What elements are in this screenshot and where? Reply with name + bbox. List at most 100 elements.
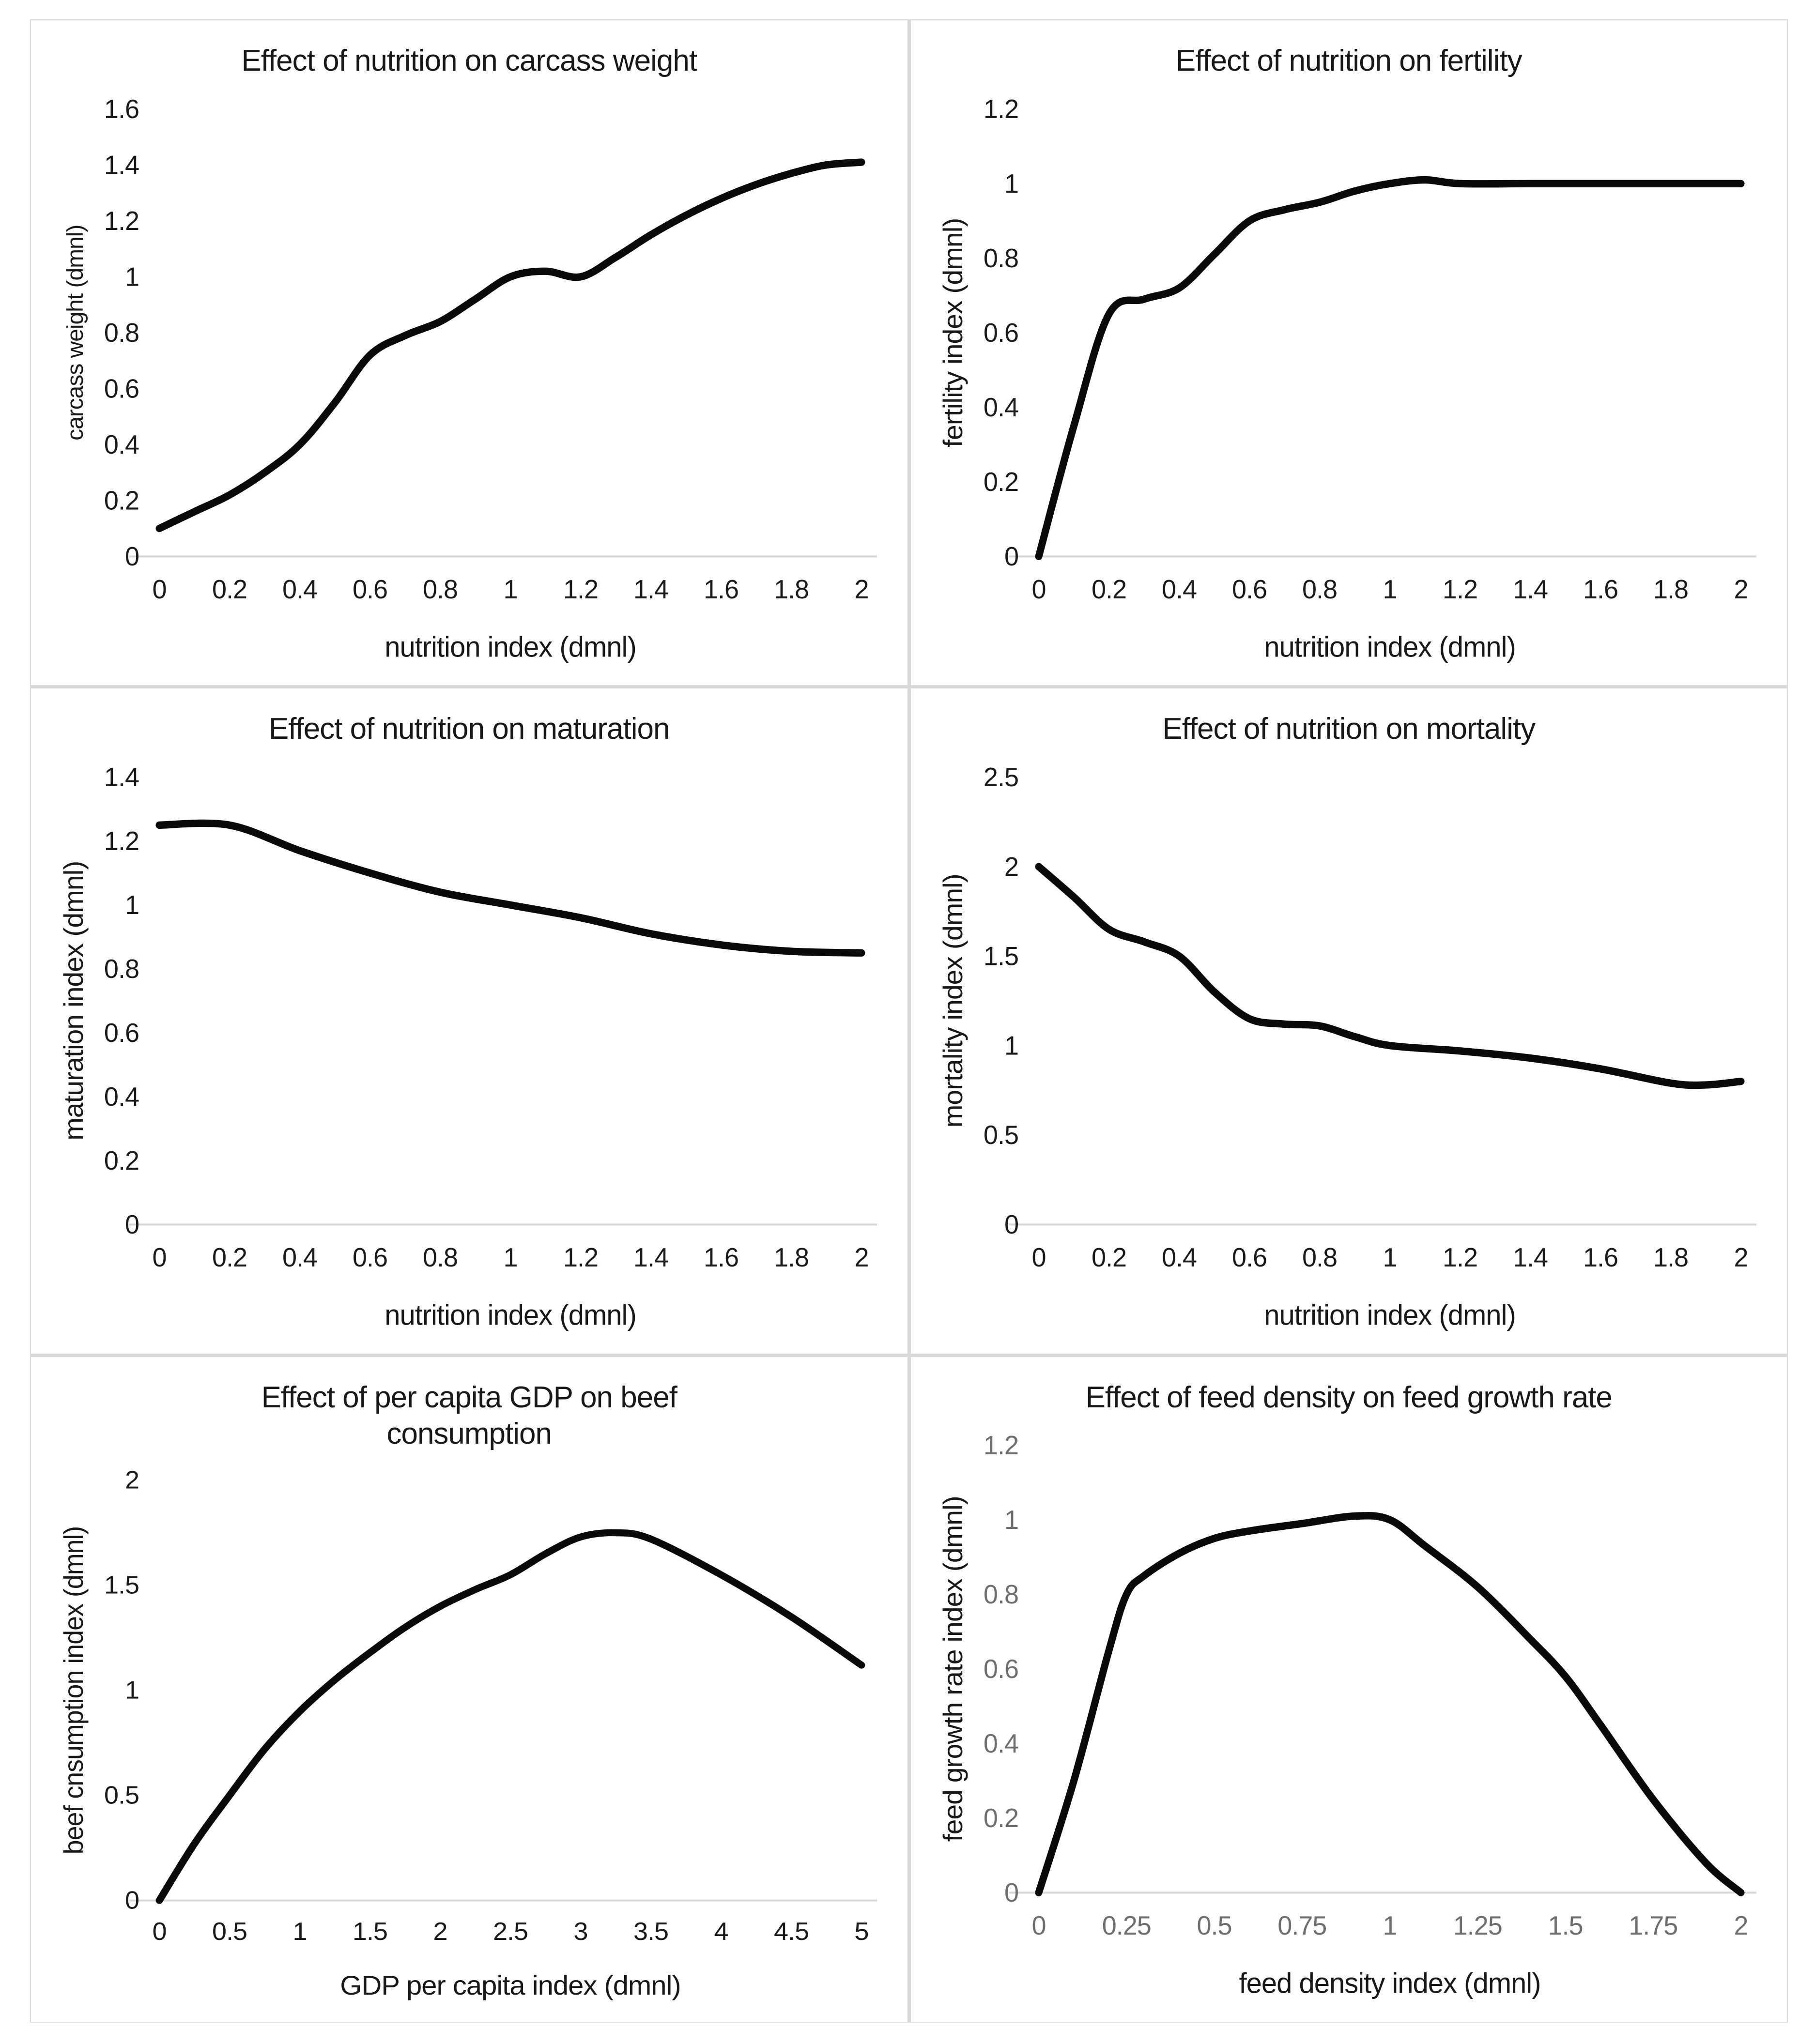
y-tick-label: 0: [125, 541, 139, 571]
chart-title: Effect of per capita GDP on beef consump…: [261, 1380, 677, 1451]
y-tick-label: 1.2: [984, 1431, 1018, 1461]
chart-panel-feed-growth-rate: Effect of feed density on feed growth ra…: [910, 1357, 1787, 2022]
y-tick-label: 0: [125, 1887, 139, 1915]
y-tick-label: 0.2: [984, 1803, 1018, 1833]
x-tick-label: 2: [854, 1243, 868, 1273]
y-tick-label: 0.8: [984, 1580, 1018, 1610]
x-tick-label: 0: [1032, 1243, 1046, 1273]
y-axis-label: mortality index (dmnl): [938, 874, 968, 1128]
y-tick-label: 0.2: [104, 486, 139, 516]
data-curve: [155, 819, 865, 957]
y-tick-label: 2: [1004, 852, 1018, 882]
x-tick-label: 1.2: [1443, 574, 1477, 604]
x-tick-label: 0: [152, 1243, 166, 1273]
x-tick-label: 1.4: [633, 574, 668, 604]
x-tick-label: 1.5: [1548, 1911, 1583, 1941]
y-tick-label: 0.6: [104, 374, 139, 404]
x-tick-label: 0.2: [212, 1243, 247, 1273]
x-tick-label: 1.8: [774, 1243, 809, 1273]
x-tick-label: 1: [1383, 1243, 1397, 1273]
y-tick-label: 0: [1004, 541, 1018, 571]
chart-panel-carcass-weight: Effect of nutrition on carcass weight 0 0…: [31, 20, 908, 686]
x-tick-label: 0.2: [212, 574, 247, 604]
x-tick-label: 4.5: [774, 1918, 809, 1946]
x-tick-label: 0: [1032, 1911, 1046, 1941]
x-axis-label: nutrition index (dmnl): [385, 631, 636, 663]
x-tick-label: 2: [854, 574, 868, 604]
x-tick-label: 1.8: [774, 574, 809, 604]
y-tick-label: 0: [1004, 1209, 1018, 1239]
y-tick-label: 1.4: [104, 150, 139, 180]
x-tick-label: 2.5: [493, 1918, 528, 1946]
y-tick-label: 1.2: [104, 206, 139, 236]
data-curve: [1035, 176, 1745, 560]
x-axis-label: feed density index (dmnl): [1239, 1968, 1541, 1999]
x-tick-label: 1.2: [1443, 1243, 1477, 1273]
x-tick-label: 1: [292, 1918, 307, 1946]
x-tick-label: 1.4: [633, 1243, 668, 1273]
x-tick-label: 1.6: [704, 574, 738, 604]
data-curve: [1035, 863, 1745, 1089]
data-curve: [155, 1529, 865, 1904]
x-tick-label: 1.75: [1629, 1911, 1678, 1941]
y-axis-label: feed growth rate index (dmnl): [938, 1496, 968, 1842]
y-axis-label: carcass weight (dmnl): [62, 225, 88, 440]
y-tick-label: 2: [125, 1466, 139, 1495]
chart-title: Effect of nutrition on mortality: [1162, 712, 1536, 746]
x-tick-label: 5: [854, 1918, 868, 1946]
y-tick-label: 1: [1004, 1505, 1018, 1535]
x-tick-label: 1: [1383, 574, 1397, 604]
x-tick-label: 2: [1734, 1911, 1748, 1941]
x-tick-label: 0.6: [1232, 1243, 1267, 1273]
y-tick-label: 1: [125, 1677, 139, 1705]
y-tick-label: 0.4: [984, 392, 1018, 422]
y-tick-label: 0.4: [104, 429, 139, 459]
x-tick-label: 0.5: [1197, 1911, 1232, 1941]
x-tick-label: 0.2: [1092, 1243, 1126, 1273]
chart-panel-maturation: Effect of nutrition on maturation 0 0.2 0.…: [31, 688, 908, 1354]
chart-title: Effect of feed density on feed growth ra…: [1085, 1380, 1613, 1414]
y-tick-label: 0.4: [104, 1082, 139, 1112]
line-chart-feed-growth-rate: 0 0.2 0.4 0.6 0.8 1 1.2 0 0.25 0.5 0.75 1 1.25 1.5 1.7…: [938, 1431, 1757, 1999]
x-tick-label: 0.5: [212, 1918, 247, 1946]
x-tick-label: 4: [714, 1918, 728, 1946]
y-tick-label: 1.5: [984, 941, 1018, 971]
y-tick-label: 0.5: [984, 1120, 1018, 1150]
y-tick-label: 1.5: [104, 1571, 139, 1600]
y-tick-label: 0: [1004, 1878, 1018, 1908]
x-tick-label: 0.4: [1162, 1243, 1197, 1273]
x-tick-label: 1.2: [563, 574, 598, 604]
y-tick-label: 0.2: [984, 467, 1018, 497]
chart-title: Effect of nutrition on fertility: [1175, 44, 1523, 77]
x-tick-label: 0.2: [1092, 574, 1126, 604]
y-tick-label: 0.6: [984, 1654, 1018, 1684]
y-axis-label: beef cnsumption index (dmnl): [58, 1526, 89, 1855]
line-chart-carcass-weight: 0 0.2 0.4 0.6 0.8 1 1.2 1.4 1.6 0 0.2 0.4 0.6 0.8 1 1.2…: [62, 94, 877, 663]
chart-panel-fertility: Effect of nutrition on fertility 0 0.2 0.4…: [910, 20, 1787, 686]
y-tick-label: 0.4: [984, 1729, 1018, 1759]
x-tick-label: 1.25: [1453, 1911, 1502, 1941]
line-chart-fertility: 0 0.2 0.4 0.6 0.8 1 1.2 0 0.2 0.4 0.6 0.8 1 1.2 1.4 1.6…: [938, 94, 1757, 663]
y-tick-label: 1: [1004, 1031, 1018, 1061]
x-axis-label: nutrition index (dmnl): [1264, 631, 1516, 663]
x-tick-label: 0.8: [423, 1243, 458, 1273]
x-tick-label: 0.8: [423, 574, 458, 604]
x-tick-label: 1.4: [1513, 1243, 1548, 1273]
y-tick-label: 0.6: [984, 318, 1018, 348]
y-tick-label: 2.5: [984, 762, 1018, 792]
chart-title: Effect of nutrition on carcass weight: [241, 44, 697, 77]
x-tick-label: 0.4: [282, 1243, 317, 1273]
x-tick-label: 3.5: [633, 1918, 668, 1946]
y-tick-label: 1: [125, 262, 139, 292]
y-tick-label: 0.8: [104, 954, 139, 984]
x-tick-label: 1.2: [563, 1243, 598, 1273]
x-tick-label: 0.4: [282, 574, 317, 604]
y-tick-label: 0.2: [104, 1145, 139, 1175]
x-tick-label: 1.6: [1583, 1243, 1618, 1273]
x-axis-label: nutrition index (dmnl): [1264, 1299, 1516, 1331]
y-axis-label: maturation index (dmnl): [58, 861, 88, 1141]
x-tick-label: 0: [152, 1918, 166, 1946]
y-axis-label: fertility index (dmnl): [938, 218, 968, 447]
y-tick-label: 1.4: [104, 762, 139, 792]
x-tick-label: 1.6: [704, 1243, 738, 1273]
